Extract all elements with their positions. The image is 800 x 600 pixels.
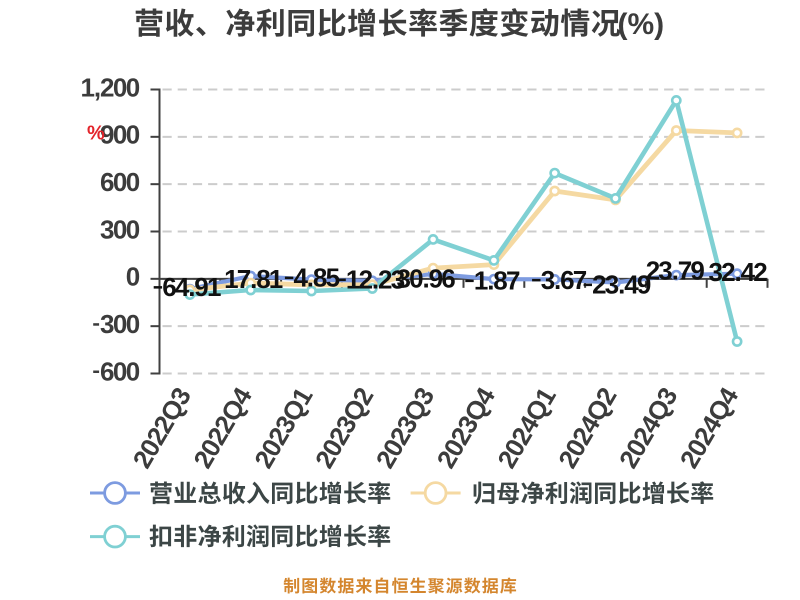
svg-text:1.87: 1.87 [474, 266, 521, 296]
svg-text:2023Q4: 2023Q4 [431, 382, 502, 474]
svg-text:2023Q2: 2023Q2 [309, 382, 380, 473]
svg-text:1,200: 1,200 [81, 72, 141, 102]
svg-text:300: 300 [100, 214, 140, 244]
svg-text:23.79: 23.79 [646, 256, 705, 286]
svg-text:3.67: 3.67 [541, 265, 588, 295]
svg-text:4.85: 4.85 [294, 263, 341, 293]
svg-text:2024Q1: 2024Q1 [491, 382, 562, 473]
svg-text:(%): (%) [618, 8, 665, 41]
svg-text:2024Q3: 2024Q3 [613, 382, 684, 473]
svg-text:300: 300 [100, 309, 140, 339]
svg-text:30.96: 30.96 [397, 264, 456, 294]
svg-text:64.91: 64.91 [162, 272, 221, 302]
svg-text:2023Q1: 2023Q1 [248, 382, 319, 473]
svg-text:2024Q4: 2024Q4 [674, 382, 745, 474]
svg-text:2022Q3: 2022Q3 [127, 382, 198, 473]
svg-text:23.49: 23.49 [592, 270, 651, 300]
svg-text:12.23: 12.23 [346, 265, 405, 295]
svg-text:2024Q2: 2024Q2 [552, 382, 623, 473]
svg-text:17.81: 17.81 [224, 264, 283, 294]
svg-text:0: 0 [126, 262, 140, 292]
svg-text:2023Q3: 2023Q3 [370, 382, 441, 473]
svg-text:600: 600 [100, 356, 140, 386]
svg-text:900: 900 [100, 120, 140, 150]
svg-text:32.42: 32.42 [709, 257, 768, 287]
svg-text:2022Q4: 2022Q4 [187, 382, 258, 474]
svg-text:%: % [87, 123, 105, 145]
svg-text:600: 600 [100, 167, 140, 197]
